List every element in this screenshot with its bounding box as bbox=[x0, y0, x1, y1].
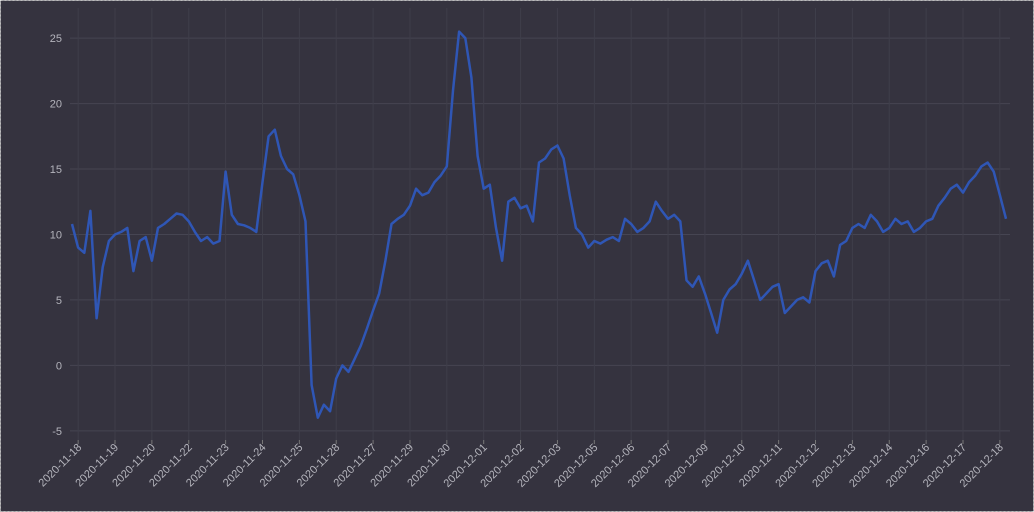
y-tick-label: -5 bbox=[52, 426, 62, 438]
y-tick-label: 25 bbox=[50, 33, 62, 45]
y-tick-label: 10 bbox=[50, 229, 62, 241]
line bbox=[70, 30, 1008, 419]
y-tick-label: 20 bbox=[50, 99, 62, 111]
y-tick-label: 5 bbox=[56, 295, 62, 307]
y-tick-label: 0 bbox=[56, 360, 62, 372]
y-tick-label: 15 bbox=[50, 164, 62, 176]
